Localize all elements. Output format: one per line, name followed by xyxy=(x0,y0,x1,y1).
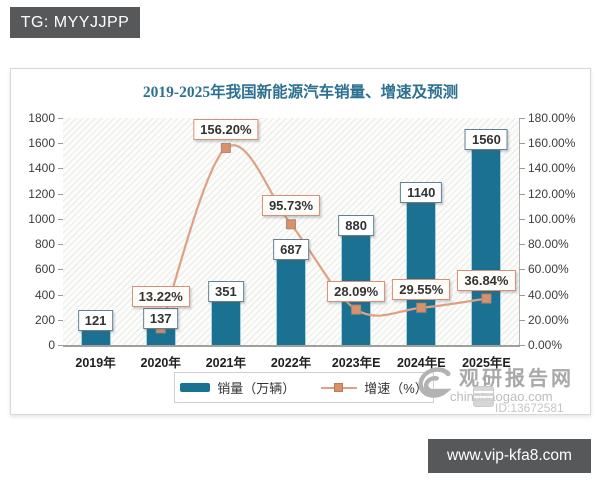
chart-legend: 销量（万辆） 增速（%） xyxy=(174,372,434,403)
growth-marker xyxy=(351,304,362,315)
growth-value-label: 13.22% xyxy=(131,285,190,307)
y-axis-right-label: 160.00% xyxy=(528,136,576,151)
y-axis-right-label: 0.00% xyxy=(528,338,563,352)
y-axis-right-tick xyxy=(519,319,525,321)
y-axis-left-tick xyxy=(58,143,63,145)
bar-value-label: 1560 xyxy=(464,128,508,150)
y-axis-right-tick xyxy=(519,118,525,119)
growth-value-label: 28.09% xyxy=(327,280,386,302)
y-axis-right-tick xyxy=(519,294,525,296)
growth-line-layer xyxy=(155,143,492,334)
y-axis-right-label: 80.00% xyxy=(528,237,569,252)
legend-label-growth: 增速（%） xyxy=(364,381,428,396)
website-url-banner[interactable]: www.vip-kfa8.com xyxy=(428,439,591,473)
bar-2024年E xyxy=(406,201,437,345)
y-axis-right-tick xyxy=(519,345,525,346)
telegram-contact-text: TG: MYYJJPP xyxy=(20,13,130,31)
y-axis-left-tick xyxy=(58,193,63,195)
growth-value-label: 95.73% xyxy=(261,195,321,217)
y-axis-right-label: 180.00% xyxy=(528,111,576,125)
legend-label-sales: 销量（万辆） xyxy=(217,381,296,396)
y-axis-left-tick xyxy=(58,294,63,296)
y-axis-left-tick xyxy=(58,244,63,246)
y-axis-left-label: 400 xyxy=(34,287,55,302)
y-axis-right-label: 140.00% xyxy=(528,161,576,176)
y-axis-left-label: 1400 xyxy=(28,161,55,176)
y-axis-left-tick xyxy=(58,168,63,170)
growth-marker xyxy=(416,302,427,313)
bar-value-label: 351 xyxy=(207,281,244,303)
y-axis-left-label: 1200 xyxy=(28,186,55,201)
x-axis-label: 2024年E xyxy=(396,356,446,370)
website-url-text: www.vip-kfa8.com xyxy=(447,447,572,464)
bar-value-label: 121 xyxy=(77,310,114,332)
x-axis-label: 2022年 xyxy=(270,356,312,370)
growth-marker xyxy=(481,293,492,304)
bar-value-label: 687 xyxy=(273,238,309,260)
y-axis-left-label: 0 xyxy=(48,338,55,352)
y-axis-left-label: 200 xyxy=(34,312,55,327)
legend-item-sales: 销量（万辆） xyxy=(180,378,295,397)
growth-marker xyxy=(286,219,296,230)
y-axis-left-label: 1800 xyxy=(28,111,55,125)
x-axis-label: 2021年 xyxy=(205,356,246,370)
legend-item-growth: 增速（%） xyxy=(321,378,428,397)
y-axis-right-tick xyxy=(519,143,525,145)
y-axis-right-label: 40.00% xyxy=(528,287,569,302)
plot-area: 121 137 351 687 880 1140 1560 13.22% 156.20% 95.7… xyxy=(63,118,520,347)
y-axis-left-label: 1000 xyxy=(28,211,55,226)
growth-value-label: 36.84% xyxy=(457,269,516,291)
line-series-swatch xyxy=(321,383,358,392)
y-axis-right-tick xyxy=(519,244,525,246)
chart-panel: 2019-2025年我国新能源汽车销量、增速及预测 121 137 351 687 88… xyxy=(10,68,591,415)
y-axis-right-tick xyxy=(519,218,525,220)
x-axis-label: 2023年E xyxy=(331,356,381,370)
y-axis-right-tick xyxy=(519,193,525,195)
bar-value-label: 137 xyxy=(142,308,179,330)
y-axis-right-label: 60.00% xyxy=(528,262,569,277)
y-axis-left-label: 800 xyxy=(34,237,55,252)
bar-series-swatch xyxy=(180,383,211,392)
y-axis-left-label: 600 xyxy=(34,262,55,277)
y-axis-right-label: 100.00% xyxy=(528,211,576,226)
bar-value-label: 880 xyxy=(338,214,374,236)
y-axis-left-tick xyxy=(58,218,63,220)
x-axis-label: 2019年 xyxy=(75,356,116,370)
x-axis-label: 2020年 xyxy=(140,356,181,370)
y-axis-right-label: 20.00% xyxy=(528,312,569,327)
y-axis-left-tick xyxy=(58,345,63,346)
telegram-contact-banner[interactable]: TG: MYYJJPP xyxy=(10,7,140,38)
y-axis-right-label: 120.00% xyxy=(528,186,576,201)
y-axis-right-tick xyxy=(519,269,525,271)
growth-marker xyxy=(220,143,231,154)
chart-title: 2019-2025年我国新能源汽车销量、增速及预测 xyxy=(142,84,459,101)
x-axis-label: 2025年E xyxy=(462,356,511,370)
growth-value-label: 156.20% xyxy=(193,119,259,141)
bar-value-label: 1140 xyxy=(400,181,443,203)
y-axis-left-tick xyxy=(58,118,63,119)
y-axis-left-label: 1600 xyxy=(28,136,55,151)
y-axis-left-tick xyxy=(58,269,63,271)
y-axis-left-tick xyxy=(58,319,63,321)
y-axis-right-tick xyxy=(519,168,525,170)
growth-value-label: 29.55% xyxy=(392,278,451,300)
